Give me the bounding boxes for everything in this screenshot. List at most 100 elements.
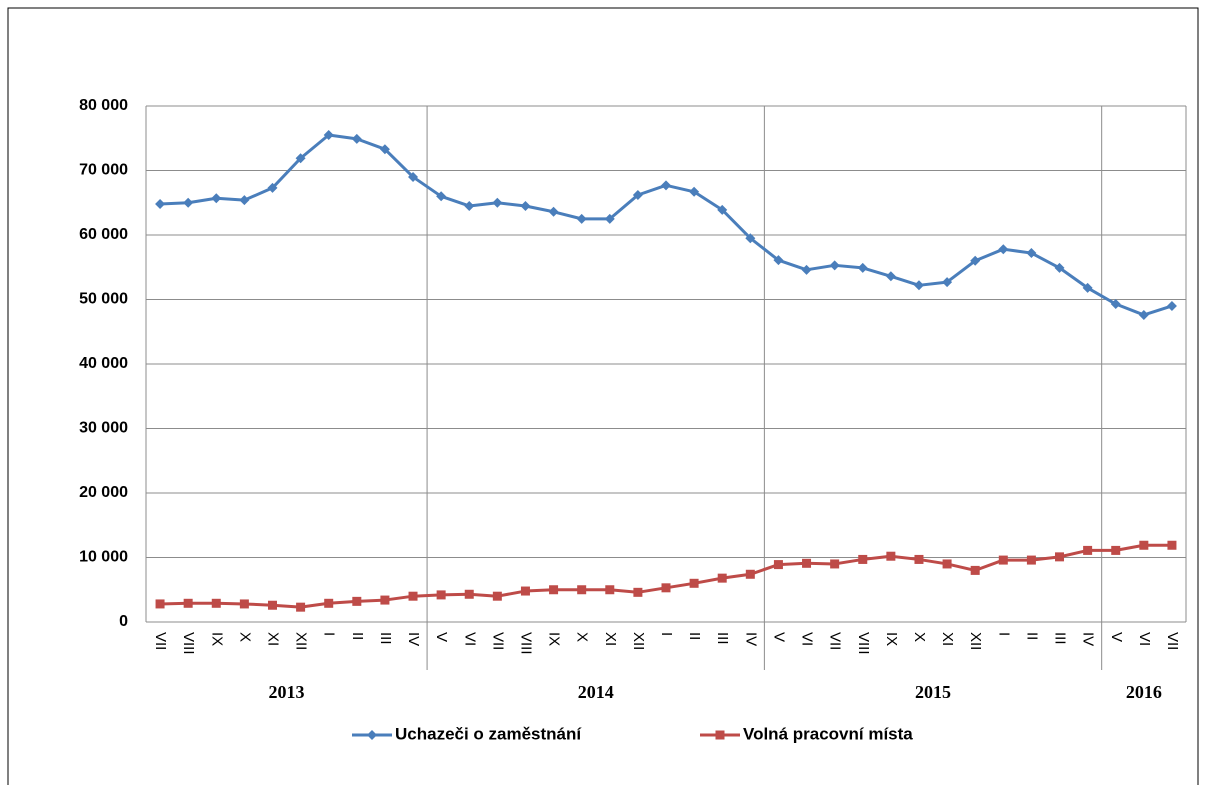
x-tick-label: IV <box>405 632 422 646</box>
x-tick-label: II <box>349 632 366 640</box>
x-tick-label: VII <box>152 632 169 650</box>
x-tick-label: VI <box>461 632 478 646</box>
y-tick-label: 0 <box>119 613 128 630</box>
x-tick-label: XII <box>630 632 647 650</box>
data-point <box>520 586 530 596</box>
data-point <box>914 554 924 564</box>
data-point <box>802 558 812 568</box>
x-tick-label: IX <box>208 632 225 646</box>
data-point <box>689 186 700 197</box>
data-point <box>1139 540 1149 550</box>
data-point <box>239 599 249 609</box>
x-tick-label: III <box>1052 632 1069 645</box>
data-point <box>155 199 166 210</box>
data-point <box>1111 545 1121 555</box>
x-tick-label: II <box>1023 632 1040 640</box>
data-point <box>1166 300 1177 311</box>
series <box>155 540 1177 612</box>
data-point <box>1083 545 1093 555</box>
data-point <box>351 133 362 144</box>
x-tick-label: V <box>1108 632 1125 642</box>
data-point <box>1110 299 1121 310</box>
x-tick-label: VII <box>1164 632 1181 650</box>
y-tick-label: 70 000 <box>79 162 128 179</box>
data-point <box>942 559 952 569</box>
series-line <box>159 133 1173 317</box>
x-tick-label: VIII <box>855 632 872 655</box>
data-point <box>492 591 502 601</box>
data-point <box>267 182 278 193</box>
data-point <box>970 255 981 266</box>
x-tick-label: XII <box>293 632 310 650</box>
data-point <box>773 255 784 266</box>
y-tick-label: 50 000 <box>79 291 128 308</box>
data-point <box>1054 262 1065 273</box>
data-point <box>577 585 587 595</box>
data-point <box>492 197 503 208</box>
legend-label: Volná pracovní místa <box>743 724 913 743</box>
year-label: 2016 <box>1126 682 1162 702</box>
data-point <box>829 260 840 271</box>
y-tick-label: 10 000 <box>79 549 128 566</box>
data-point <box>913 280 924 291</box>
x-tick-label: XI <box>602 632 619 646</box>
data-point <box>548 206 559 217</box>
data-point <box>661 180 671 191</box>
x-tick-label: VII <box>827 632 844 650</box>
x-tick-label: VI <box>799 632 816 646</box>
y-tick-label: 80 000 <box>79 97 128 114</box>
data-point <box>1167 540 1177 550</box>
data-point <box>632 190 643 201</box>
data-point <box>296 602 306 612</box>
data-point <box>183 197 194 208</box>
data-point <box>604 213 615 224</box>
data-point <box>408 171 419 182</box>
x-tick-label: X <box>236 632 253 642</box>
data-point <box>1026 248 1037 259</box>
data-point <box>352 596 362 606</box>
data-point <box>1082 282 1093 293</box>
data-point <box>436 191 447 202</box>
y-tick-label: 40 000 <box>79 355 128 372</box>
chart-frame <box>7 7 1199 785</box>
data-point <box>464 589 474 599</box>
data-point <box>942 277 953 288</box>
data-point <box>267 600 277 610</box>
data-point <box>436 590 446 600</box>
data-point <box>324 598 334 608</box>
data-point <box>745 569 755 579</box>
year-label: 2014 <box>578 682 614 702</box>
data-point <box>520 200 531 211</box>
series <box>155 130 1177 320</box>
data-point <box>661 583 671 593</box>
y-tick-label: 20 000 <box>79 484 128 501</box>
y-tick-label: 30 000 <box>79 420 128 437</box>
x-tick-label: IV <box>1080 632 1097 646</box>
data-point <box>745 233 756 244</box>
year-label: 2015 <box>915 682 951 702</box>
data-point <box>717 573 727 583</box>
x-tick-label: II <box>686 632 703 640</box>
series-line <box>160 543 1172 609</box>
data-point <box>605 585 615 595</box>
x-tick-label: IX <box>883 632 900 646</box>
data-point <box>801 264 812 275</box>
data-point <box>211 193 222 204</box>
data-point <box>857 262 868 273</box>
data-point <box>1138 309 1149 320</box>
data-point <box>183 598 193 608</box>
x-tick-label: VI <box>1136 632 1153 646</box>
x-tick-label: X <box>911 632 928 642</box>
data-point <box>689 578 699 588</box>
x-tick-label: V <box>770 632 787 642</box>
x-tick-label: XI <box>265 632 282 646</box>
data-point <box>633 587 643 597</box>
data-point <box>886 551 896 561</box>
data-point <box>408 591 418 601</box>
data-point <box>576 213 587 224</box>
x-tick-label: VII <box>489 632 506 650</box>
y-tick-label: 60 000 <box>79 226 128 243</box>
data-point <box>885 271 896 282</box>
data-point <box>998 555 1008 565</box>
